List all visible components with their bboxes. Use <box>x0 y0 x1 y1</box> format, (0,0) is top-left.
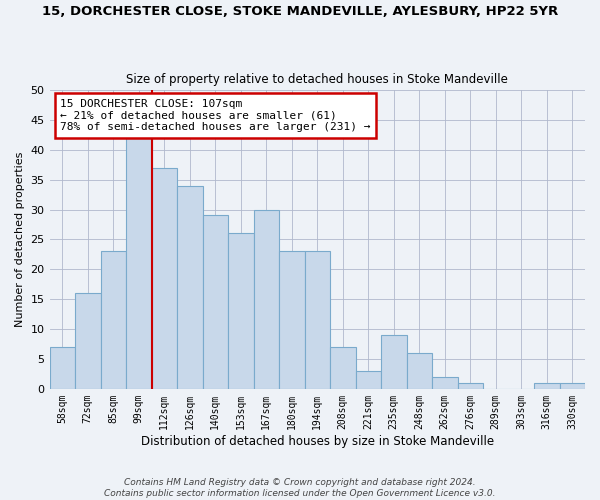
Bar <box>101 252 126 389</box>
Bar <box>407 353 432 389</box>
X-axis label: Distribution of detached houses by size in Stoke Mandeville: Distribution of detached houses by size … <box>141 434 494 448</box>
Title: Size of property relative to detached houses in Stoke Mandeville: Size of property relative to detached ho… <box>127 73 508 86</box>
Bar <box>560 383 585 389</box>
Y-axis label: Number of detached properties: Number of detached properties <box>15 152 25 327</box>
Text: 15 DORCHESTER CLOSE: 107sqm
← 21% of detached houses are smaller (61)
78% of sem: 15 DORCHESTER CLOSE: 107sqm ← 21% of det… <box>60 99 371 132</box>
Bar <box>330 347 356 389</box>
Bar <box>356 371 381 389</box>
Bar <box>228 234 254 389</box>
Bar <box>381 335 407 389</box>
Bar <box>126 138 152 389</box>
Bar <box>432 377 458 389</box>
Bar <box>152 168 177 389</box>
Bar <box>203 216 228 389</box>
Text: Contains HM Land Registry data © Crown copyright and database right 2024.
Contai: Contains HM Land Registry data © Crown c… <box>104 478 496 498</box>
Bar <box>534 383 560 389</box>
Bar <box>279 252 305 389</box>
Bar <box>458 383 483 389</box>
Bar <box>305 252 330 389</box>
Bar <box>50 347 75 389</box>
Bar <box>75 293 101 389</box>
Bar <box>177 186 203 389</box>
Text: 15, DORCHESTER CLOSE, STOKE MANDEVILLE, AYLESBURY, HP22 5YR: 15, DORCHESTER CLOSE, STOKE MANDEVILLE, … <box>42 5 558 18</box>
Bar <box>254 210 279 389</box>
